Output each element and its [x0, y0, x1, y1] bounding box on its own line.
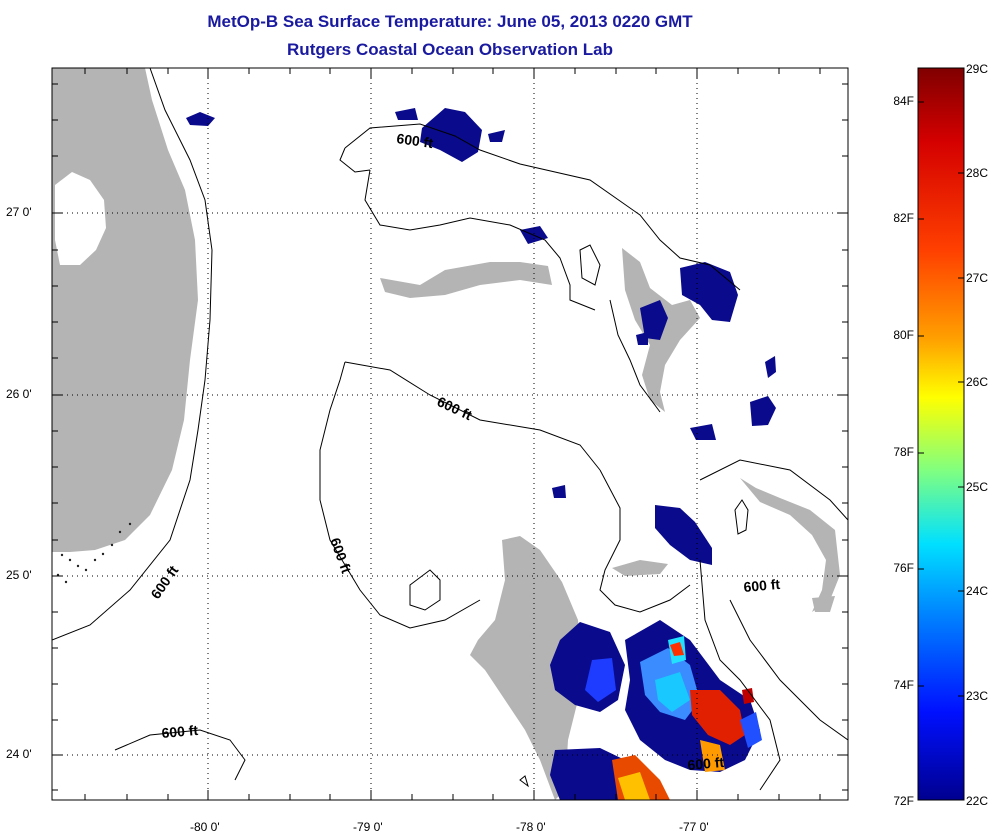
- colorbar-c-23: 23C: [966, 689, 989, 703]
- grand-bahama-land: [380, 262, 552, 298]
- sst-cold-patches: [186, 108, 776, 565]
- colorbar-c-26: 26C: [966, 375, 989, 389]
- colorbar-f-74: 74F: [893, 678, 914, 692]
- colorbar-c-29: 29C: [966, 62, 989, 76]
- colorbar-f-72: 72F: [893, 794, 914, 808]
- map-frame: [51, 67, 849, 801]
- lon-label-77: -77 0': [679, 820, 709, 834]
- colorbar-f-82: 82F: [893, 211, 914, 225]
- colorbar-f-80: 80F: [893, 328, 914, 342]
- lat-label-26: 26 0': [6, 387, 32, 401]
- contour-label-providence: 600 ft: [435, 393, 475, 423]
- lake-okeechobee: [55, 172, 106, 265]
- colorbar-f-78: 78F: [893, 445, 914, 459]
- axis-ticks: [52, 68, 848, 800]
- lat-label-25: 25 0': [6, 568, 32, 582]
- bathymetry-contours: [52, 68, 848, 791]
- lon-label-80: -80 0': [190, 820, 220, 834]
- map-title: MetOp-B Sea Surface Temperature: June 05…: [207, 12, 693, 31]
- lon-label-79: -79 0': [353, 820, 383, 834]
- sst-warm-patches: [550, 620, 762, 800]
- exuma-cay: [812, 596, 835, 612]
- andros-land: [470, 536, 582, 800]
- colorbar-f-76: 76F: [893, 561, 914, 575]
- contour-label-southeast: 600 ft: [687, 754, 725, 773]
- colorbar-c-27: 27C: [966, 271, 989, 285]
- colorbar-ticks: [918, 101, 964, 697]
- graticule: [52, 68, 848, 800]
- contour-label-florida: 600 ft: [147, 562, 181, 601]
- map-subtitle: Rutgers Coastal Ocean Observation Lab: [287, 40, 613, 59]
- florida-keys: [56, 522, 132, 584]
- lat-label-24: 24 0': [6, 747, 32, 761]
- colorbar-c-22: 22C: [966, 794, 989, 808]
- colorbar-f-84: 84F: [893, 94, 914, 108]
- contour-label-south: 600 ft: [161, 722, 199, 741]
- florida-land: [52, 68, 198, 552]
- lat-label-27: 27 0': [6, 205, 32, 219]
- colorbar-c-28: 28C: [966, 166, 989, 180]
- colorbar-c-25: 25C: [966, 480, 989, 494]
- contour-label-abaco: 600 ft: [396, 130, 435, 151]
- colorbar-c-24: 24C: [966, 584, 989, 598]
- nassau-land: [612, 560, 668, 576]
- colorbar: [917, 67, 965, 801]
- contour-label-exuma: 600 ft: [743, 576, 781, 595]
- contour-label-west: 600 ft: [327, 536, 355, 576]
- lon-label-78: -78 0': [516, 820, 546, 834]
